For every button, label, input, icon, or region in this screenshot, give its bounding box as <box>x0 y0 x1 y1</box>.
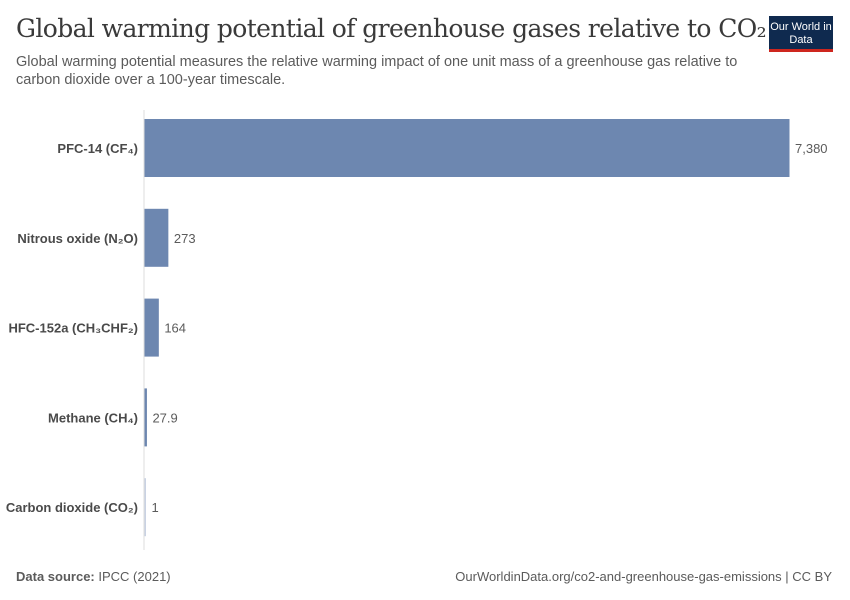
value-label: 164 <box>164 321 186 336</box>
owid-logo[interactable]: Our World in Data <box>769 16 833 52</box>
category-label: HFC-152a (CH₃CHF₂) <box>8 321 138 336</box>
category-label: Methane (CH₄) <box>48 410 138 425</box>
source-value: IPCC (2021) <box>98 569 171 584</box>
data-source: Data source: IPCC (2021) <box>16 569 171 584</box>
value-label: 27.9 <box>152 410 177 425</box>
chart-subtitle: Global warming potential measures the re… <box>16 54 738 88</box>
bar[interactable] <box>144 298 159 357</box>
bar[interactable] <box>144 119 790 177</box>
bar[interactable] <box>144 478 147 537</box>
source-label: Data source: <box>16 569 95 584</box>
chart-title: Global warming potential of greenhouse g… <box>16 14 767 43</box>
footer-url[interactable]: OurWorldinData.org/co2-and-greenhouse-ga… <box>455 569 832 584</box>
category-label: PFC-14 (CF₄) <box>57 141 138 156</box>
category-label: Nitrous oxide (N₂O) <box>17 231 138 246</box>
category-label: Carbon dioxide (CO₂) <box>6 500 138 515</box>
value-label: 1 <box>152 500 159 515</box>
bar[interactable] <box>144 388 147 447</box>
bar[interactable] <box>144 208 169 267</box>
value-label: 273 <box>174 231 196 246</box>
value-label: 7,380 <box>795 141 828 156</box>
